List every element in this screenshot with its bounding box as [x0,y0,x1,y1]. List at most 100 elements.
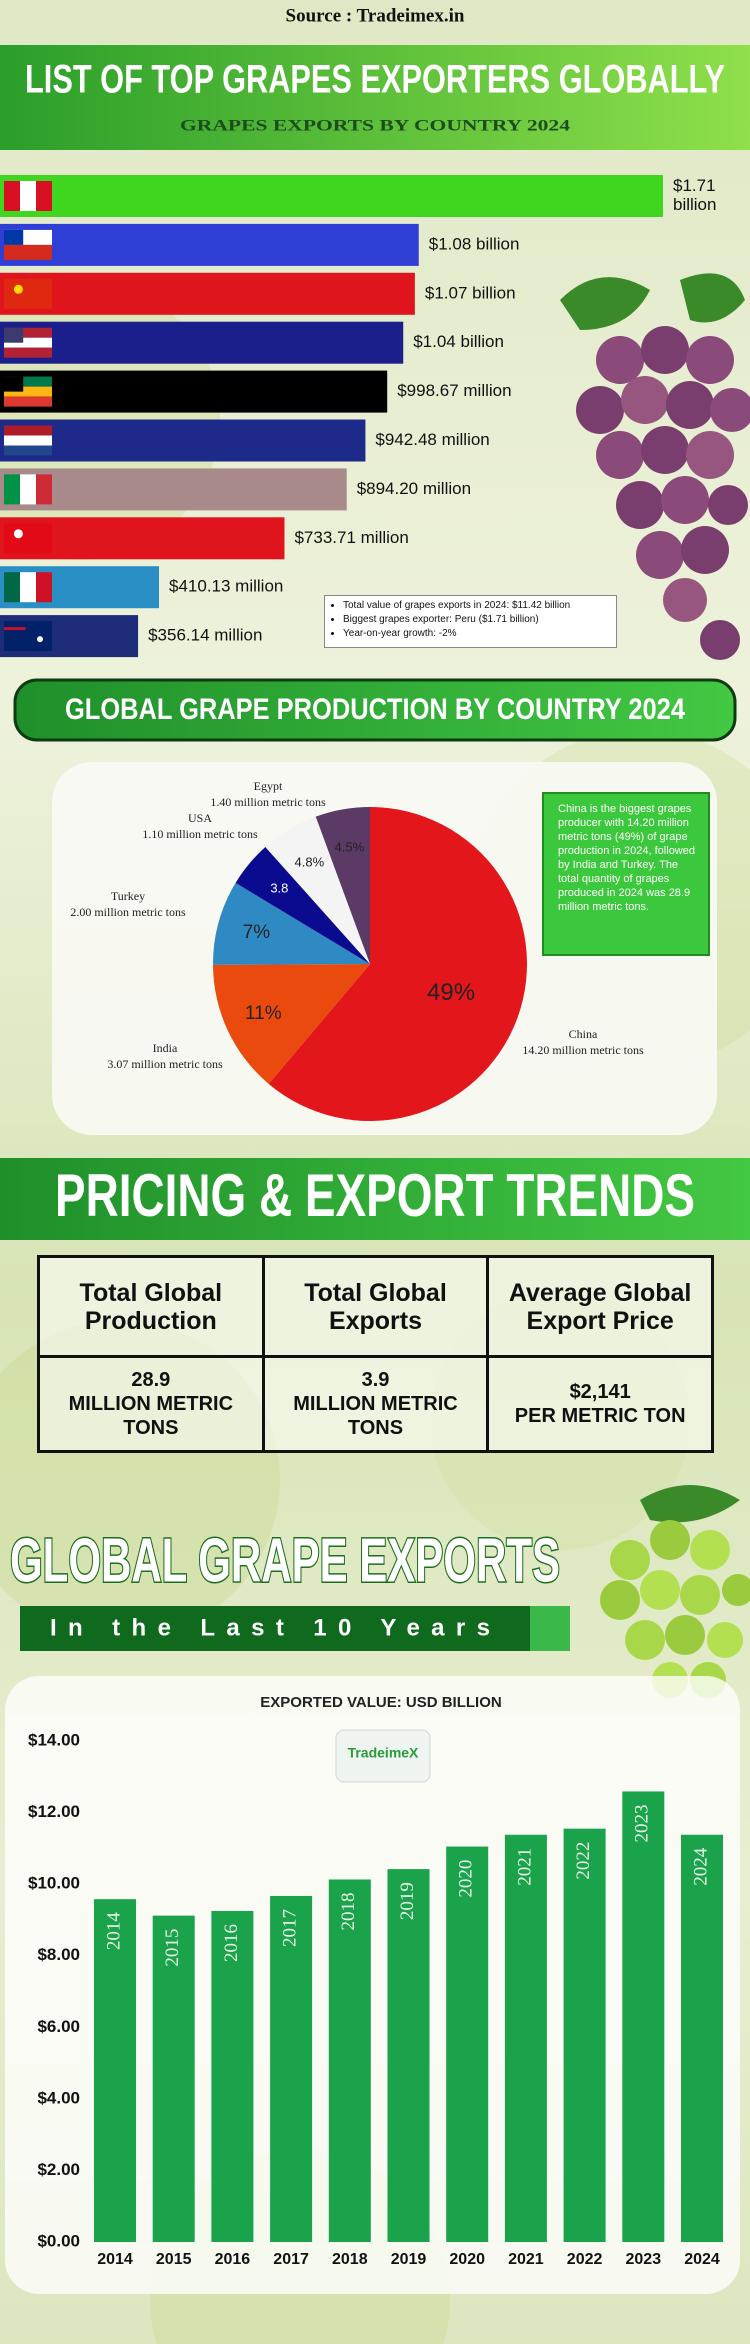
cell-value: 28.9 [131,1369,171,1391]
note: Total value of grapes exports in 2024: $… [343,599,612,613]
table-row: 28.9 MILLION METRIC TONS 3.9 MILLION METRI… [37,1355,714,1453]
pie-slice [213,964,370,1084]
bar [0,468,347,511]
bar [152,1915,195,2242]
flag-part [4,229,24,245]
cell-unit: MILLION METRIC TONS [293,1393,458,1439]
pie-slice [268,807,528,1121]
bar [446,1846,489,2242]
table-cell: $2,141 PER METRIC TON [486,1355,714,1453]
flag-part [4,327,52,338]
cell-unit: PER METRIC TON [514,1405,686,1427]
slice-label: 7% [243,922,271,943]
logo: TradeimeX [348,1745,419,1761]
x-tick-label: 2017 [273,2251,309,2268]
cell-value: $2,141 [569,1381,631,1403]
bar-year-label: 2017 [279,1909,300,1947]
x-tick-label: 2014 [97,2251,133,2268]
bar-year-label: 2016 [221,1924,242,1962]
bar [504,1834,547,2242]
flag-part [4,523,52,554]
flag-part [36,572,52,603]
bar [0,370,388,413]
x-tick-label: 2016 [215,2251,251,2268]
bar-year-label: 2015 [162,1929,183,1967]
bar-year-label: 2018 [338,1892,359,1930]
flag-part [4,435,52,446]
bar-year-label: 2024 [690,1847,711,1886]
x-tick-label: 2015 [156,2251,192,2268]
flag-part [13,529,23,539]
category-label: India [153,1041,178,1055]
flag-part [4,445,52,456]
category-detail: 1.10 million metric tons [142,827,258,841]
y-tick-label: $14.00 [28,1730,80,1749]
category-label: Turkey [111,889,145,903]
flag-part [4,347,52,358]
flag-part [4,572,20,603]
grape-illustration [560,273,750,660]
flag-part [4,278,52,309]
table-header: Total Global Exports [261,1255,490,1358]
subtitle-bar [20,1606,530,1651]
x-tick-label: 2021 [508,2251,544,2268]
title-banner [0,45,750,150]
section-banner [0,1158,750,1240]
y-tick-label: $8.00 [37,1945,80,1964]
slice-label: 3.8 [270,880,288,895]
flag-part [4,474,20,505]
bar-year-label: 2020 [456,1860,477,1898]
section-banner [13,678,737,742]
category-detail: 14.20 million metric tons [522,1043,644,1057]
bar [622,1791,665,2242]
pie-slice [265,816,370,964]
cell-unit: MILLION METRIC TONS [68,1393,234,1439]
logo-box [335,1729,431,1783]
bar [328,1879,371,2242]
value-label: $733.71 million [294,528,408,547]
flag-part [4,425,52,436]
value-label: $1.04 billion [413,332,504,351]
pie-slice [213,882,370,965]
x-tick-label: 2024 [684,2251,720,2268]
bar-year-label: 2023 [632,1804,653,1842]
y-tick-label: $10.00 [28,1874,80,1893]
flag-part [4,386,52,397]
bar [211,1910,254,2242]
flag-part [20,474,36,505]
production-note: China is the biggest grapes producer wit… [542,792,710,956]
x-tick-label: 2020 [449,2251,485,2268]
note: Year-on-year growth: -2% [343,627,612,641]
bar-year-label: 2019 [397,1882,418,1920]
category-label: Egypt [254,779,283,793]
value-label: $998.67 million [397,381,511,400]
flag-part [4,621,52,652]
chart-title: EXPORTED VALUE: USD BILLION [260,1694,501,1711]
value-label: $894.20 million [357,479,471,498]
notes-list: Total value of grapes exports in 2024: $… [329,599,612,641]
bar-year-label: 2021 [514,1848,535,1886]
flag-part [4,627,26,631]
pricing-table: Total Global Production Total Global Exp… [37,1255,714,1453]
cell-value: 3.9 [361,1369,390,1391]
table-cell: 28.9 MILLION METRIC TONS [37,1355,265,1453]
flag-part [37,636,43,643]
table-header: Total Global Production [37,1255,265,1358]
source: Source : Tradeimex.in [286,5,465,26]
value-label: $1.71 billion [673,176,720,214]
value-label: $1.08 billion [429,234,520,253]
flag-part [4,244,52,260]
bar [0,223,419,266]
main-title: LIST OF TOP GRAPES EXPORTERS GLOBALLY [25,58,725,102]
flag-part [4,376,52,387]
y-tick-label: $4.00 [37,2088,80,2107]
flag-part [20,181,36,211]
category-detail: 2.00 million metric tons [70,905,186,919]
value-label-line: $1.71 [673,176,720,195]
y-tick-label: $0.00 [37,2231,80,2250]
x-tick-label: 2018 [332,2251,368,2268]
value-label: $1.07 billion [425,283,516,302]
bar [94,1899,136,2242]
